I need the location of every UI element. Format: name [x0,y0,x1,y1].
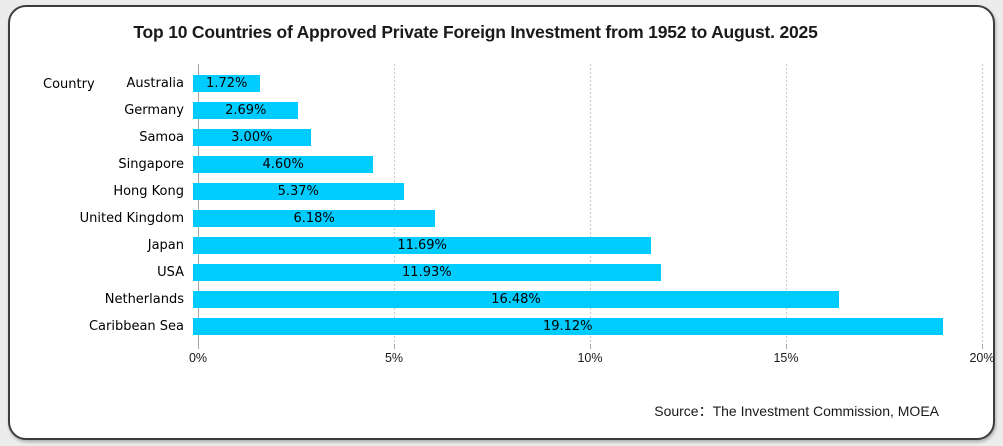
bar-value-label: 19.12% [542,319,593,334]
category-label: Germany [124,103,184,118]
x-tick-label: 0% [188,351,208,365]
bar-value-label: 11.93% [402,265,452,280]
bar-chart: Australia 1.72% Germany 2.69% Samoa 3.00% Sing… [10,64,995,369]
bar-value-label: 11.69% [397,238,447,253]
category-label: Samoa [139,130,184,145]
bar-value-label: 2.69% [225,103,267,118]
axis-tick [394,344,395,349]
bar-row: Japan 11.69% [10,232,982,259]
category-label: Caribbean Sea [88,319,184,334]
bar-track: 6.18% [192,205,976,232]
y-axis-line [198,64,199,349]
bar-value-label: 16.48% [491,292,541,307]
bar-track: 11.69% [192,232,976,259]
bar-value-label: 6.18% [293,211,335,226]
category-label: USA [157,265,184,280]
bar-value-label: 3.00% [231,130,273,145]
category-label: Australia [126,76,184,91]
gridline [786,64,787,344]
bar-value-label: 5.37% [277,184,319,199]
source-note: Source：The Investment Commission, MOEA [654,403,939,419]
category-label: Singapore [118,157,184,172]
bar-track: 4.60% [192,151,976,178]
gridline [394,64,395,344]
bar-track: 1.72% [192,70,976,97]
category-label: United Kingdom [79,211,184,226]
bar-track: 5.37% [192,178,976,205]
bar: 6.18% [193,210,436,227]
bar-row: Singapore 4.60% [10,151,982,178]
axis-tick [786,344,787,349]
bar: 19.12% [193,318,943,335]
bar-row: Germany 2.69% [10,97,982,124]
bar: 11.93% [193,264,661,281]
plot-area [198,64,983,349]
bar: 11.69% [193,237,652,254]
category-label: Japan [147,238,184,253]
bar-track: 3.00% [192,124,976,151]
bar: 16.48% [193,291,840,308]
gridline [982,64,983,344]
chart-card: Top 10 Countries of Approved Private For… [8,5,995,440]
gridline [590,64,591,344]
bar-row: USA 11.93% [10,259,982,286]
bar: 2.69% [193,102,299,119]
category-label: Hong Kong [113,184,184,199]
x-tick-label: 5% [384,351,404,365]
y-axis-title: Country [43,77,95,92]
bar-track: 11.93% [192,259,976,286]
x-tick-label: 10% [577,351,603,365]
bar-row: Hong Kong 5.37% [10,178,982,205]
x-tick-label: 15% [773,351,799,365]
bar-row: Samoa 3.00% [10,124,982,151]
bar: 1.72% [193,75,261,92]
bar: 4.60% [193,156,374,173]
bar-track: 19.12% [192,313,976,340]
bar: 3.00% [193,129,311,146]
bar-value-label: 4.60% [262,157,304,172]
chart-title: Top 10 Countries of Approved Private For… [133,22,818,42]
bar-row: Australia 1.72% [10,70,982,97]
category-label: Netherlands [104,292,184,307]
bar-value-label: 1.72% [206,76,248,91]
bar-track: 16.48% [192,286,976,313]
bar-rows: Australia 1.72% Germany 2.69% Samoa 3.00% Sing… [10,70,982,340]
bar-row: Netherlands 16.48% [10,286,982,313]
axis-tick [590,344,591,349]
bar-row: Caribbean Sea 19.12% [10,313,982,340]
bar: 5.37% [193,183,404,200]
bar-track: 2.69% [192,97,976,124]
bar-row: United Kingdom 6.18% [10,205,982,232]
x-tick-label: 20% [969,351,995,365]
axis-tick [982,344,983,349]
